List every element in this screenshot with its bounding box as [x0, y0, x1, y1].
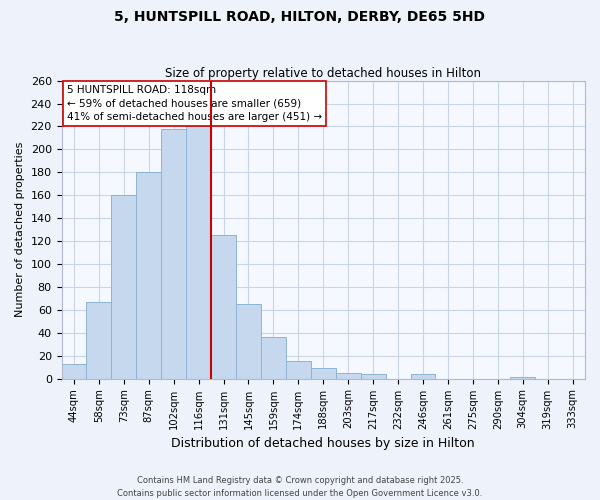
X-axis label: Distribution of detached houses by size in Hilton: Distribution of detached houses by size … [172, 437, 475, 450]
Y-axis label: Number of detached properties: Number of detached properties [15, 142, 25, 318]
Text: 5 HUNTSPILL ROAD: 118sqm
← 59% of detached houses are smaller (659)
41% of semi-: 5 HUNTSPILL ROAD: 118sqm ← 59% of detach… [67, 85, 322, 122]
Bar [211, 236, 236, 378]
Text: Contains HM Land Registry data © Crown copyright and database right 2025.
Contai: Contains HM Land Registry data © Crown c… [118, 476, 482, 498]
Bar [236, 304, 261, 378]
Bar [311, 368, 336, 378]
Bar [112, 195, 136, 378]
Bar [410, 374, 436, 378]
Bar [286, 362, 311, 378]
Title: Size of property relative to detached houses in Hilton: Size of property relative to detached ho… [165, 66, 481, 80]
Bar [136, 172, 161, 378]
Bar [62, 364, 86, 378]
Bar [361, 374, 386, 378]
Text: 5, HUNTSPILL ROAD, HILTON, DERBY, DE65 5HD: 5, HUNTSPILL ROAD, HILTON, DERBY, DE65 5… [115, 10, 485, 24]
Bar [186, 126, 211, 378]
Bar [86, 302, 112, 378]
Bar [261, 338, 286, 378]
Bar [336, 373, 361, 378]
Bar [161, 129, 186, 378]
